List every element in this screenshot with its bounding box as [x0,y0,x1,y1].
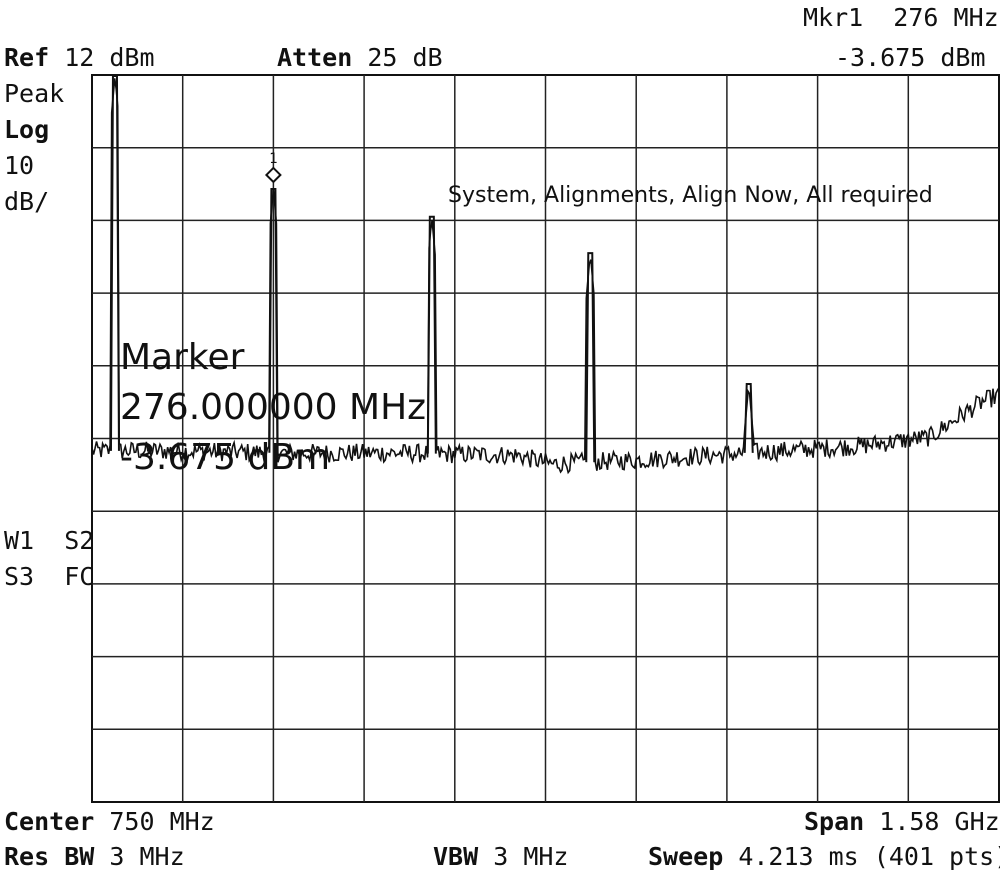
marker-readout-frequency: 276.000000 MHz [120,388,426,428]
marker-header-amplitude: -3.675 dBm [835,44,986,72]
span-label: Span [804,807,864,836]
center-value: 750 MHz [109,807,214,836]
sweep-time: Sweep 4.213 ms (401 pts) [648,843,1000,871]
ref-level: Ref 12 dBm [4,44,155,72]
video-bandwidth: VBW 3 MHz [433,843,568,871]
alignment-message: System, Alignments, Align Now, All requi… [448,183,933,208]
vbw-value: 3 MHz [493,842,568,871]
marker-readout-title: Marker [120,338,244,378]
resbw-value: 3 MHz [109,842,184,871]
center-label: Center [4,807,94,836]
atten-value: 25 dB [367,43,442,72]
scale-type: Log [4,116,49,144]
span: Span 1.58 GHz [804,808,1000,836]
marker-readout-amplitude: -3.675 dBm [120,438,330,478]
detector-mode: Peak [4,80,64,108]
trace-status-line1: W1 S2 [4,527,94,555]
vbw-label: VBW [433,842,478,871]
sweep-label: Sweep [648,842,723,871]
trace-status-line2: S3 FC [4,563,94,591]
marker-number: 1 [269,151,277,167]
span-value: 1.58 GHz [879,807,999,836]
scale-value: 10 [4,152,34,180]
atten-label: Atten [277,43,352,72]
marker-header-frequency: Mkr1 276 MHz [803,4,999,32]
sweep-value: 4.213 ms (401 pts) [738,842,1000,871]
scale-unit: dB/ [4,188,49,216]
resolution-bandwidth: Res BW 3 MHz [4,843,185,871]
resbw-label: Res BW [4,842,94,871]
ref-value: 12 dBm [64,43,154,72]
center-frequency: Center 750 MHz [4,808,215,836]
ref-label: Ref [4,43,49,72]
attenuation: Atten 25 dB [277,44,443,72]
